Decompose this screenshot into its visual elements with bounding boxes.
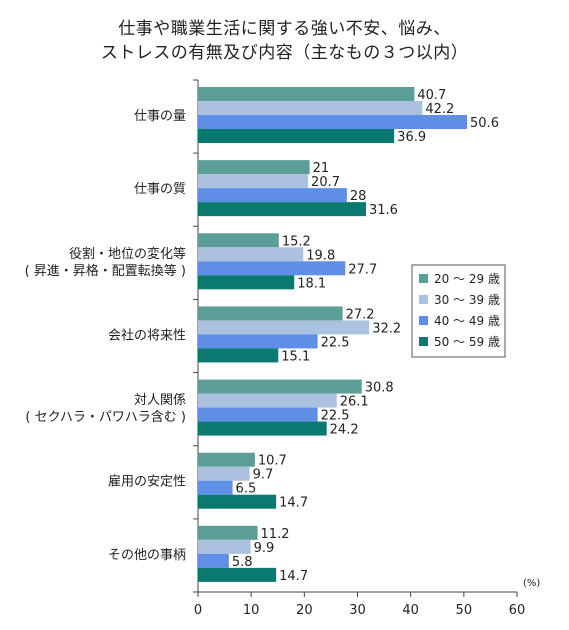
legend-label: 50 ～ 59 歳 (434, 335, 500, 349)
data-label: 30.8 (365, 381, 394, 396)
data-label: 14.7 (279, 569, 308, 584)
data-label: 42.2 (425, 102, 454, 117)
bar (198, 480, 233, 495)
bar (198, 553, 229, 568)
data-label: 18.1 (297, 276, 326, 291)
legend-swatch (419, 295, 428, 304)
data-label: 22.5 (321, 409, 350, 424)
data-label: 11.2 (261, 527, 290, 542)
data-label: 15.1 (281, 349, 310, 364)
data-label: 32.2 (372, 321, 401, 336)
bar (198, 379, 362, 394)
x-tick-label: 0 (194, 603, 202, 618)
bar (198, 247, 304, 262)
data-label: 50.6 (470, 116, 499, 131)
category-label: その他の事柄 (108, 548, 186, 563)
category-label: ( 昇進・昇格・配置転換等 ) (25, 263, 186, 279)
data-label: 10.7 (258, 454, 287, 469)
category-label: 仕事の質 (134, 182, 186, 197)
bar (198, 202, 367, 217)
chart-title-line-1: 仕事や職業生活に関する強い不安、悩み、 (118, 19, 451, 39)
data-label: 24.2 (330, 423, 359, 438)
data-label: 27.2 (346, 307, 375, 322)
bar (198, 452, 255, 467)
x-tick-label: 10 (243, 603, 260, 618)
bar (198, 494, 277, 509)
bar (198, 129, 395, 143)
bar (198, 334, 318, 349)
legend-swatch (419, 316, 428, 325)
bar (198, 261, 346, 276)
data-label: 22.5 (321, 335, 350, 350)
category-label: 仕事の量 (134, 109, 186, 124)
data-label: 9.7 (253, 468, 274, 483)
legend-swatch (419, 337, 428, 346)
data-label: 19.8 (306, 248, 335, 263)
bar (198, 115, 468, 129)
chart-title-line-2: ストレスの有無及び内容（主なもの３つ以内） (100, 43, 469, 63)
bar (198, 306, 343, 321)
legend-swatch (419, 274, 428, 283)
bar (198, 87, 415, 101)
category-label: 役割・地位の変化等 (69, 246, 186, 262)
data-label: 36.9 (397, 130, 426, 145)
legend-label: 20 ～ 29 歳 (434, 272, 500, 286)
x-tick-label: 60 (509, 603, 526, 618)
category-label: ( セクハラ・パワハラ含む ) (25, 409, 186, 425)
data-label: 28 (350, 189, 367, 204)
bar (198, 275, 295, 290)
data-label: 21 (313, 161, 330, 176)
x-tick-label: 30 (349, 603, 366, 618)
category-label: 会社の将来性 (108, 327, 186, 343)
bar (198, 407, 318, 422)
legend-label: 40 ～ 49 歳 (434, 314, 500, 328)
bar (198, 101, 423, 115)
bar (198, 348, 279, 363)
x-tick-label: 40 (402, 603, 419, 618)
data-label: 20.7 (311, 175, 340, 190)
x-tick-label: 20 (296, 603, 313, 618)
data-label: 9.9 (254, 541, 275, 556)
x-axis-unit-label: (%) (523, 578, 540, 589)
data-label: 27.7 (348, 262, 377, 277)
data-label: 40.7 (417, 88, 446, 103)
legend-label: 30 ～ 39 歳 (434, 293, 500, 307)
data-label: 15.2 (282, 234, 311, 249)
x-tick-label: 50 (456, 603, 473, 618)
bar (198, 466, 250, 481)
data-label: 14.7 (279, 496, 308, 511)
bar (198, 320, 370, 335)
category-label: 対人関係 (134, 393, 186, 408)
data-label: 31.6 (369, 203, 398, 218)
bar (198, 188, 347, 203)
data-label: 6.5 (236, 482, 257, 497)
bar (198, 421, 327, 436)
bar (198, 393, 337, 408)
bar (198, 525, 258, 540)
bar (198, 233, 279, 248)
data-label: 26.1 (340, 395, 369, 410)
data-label: 5.8 (232, 555, 253, 570)
bar (198, 174, 309, 189)
bar (198, 539, 251, 554)
bar (198, 567, 277, 582)
bar (198, 160, 310, 175)
category-label: 雇用の安定性 (108, 474, 186, 490)
